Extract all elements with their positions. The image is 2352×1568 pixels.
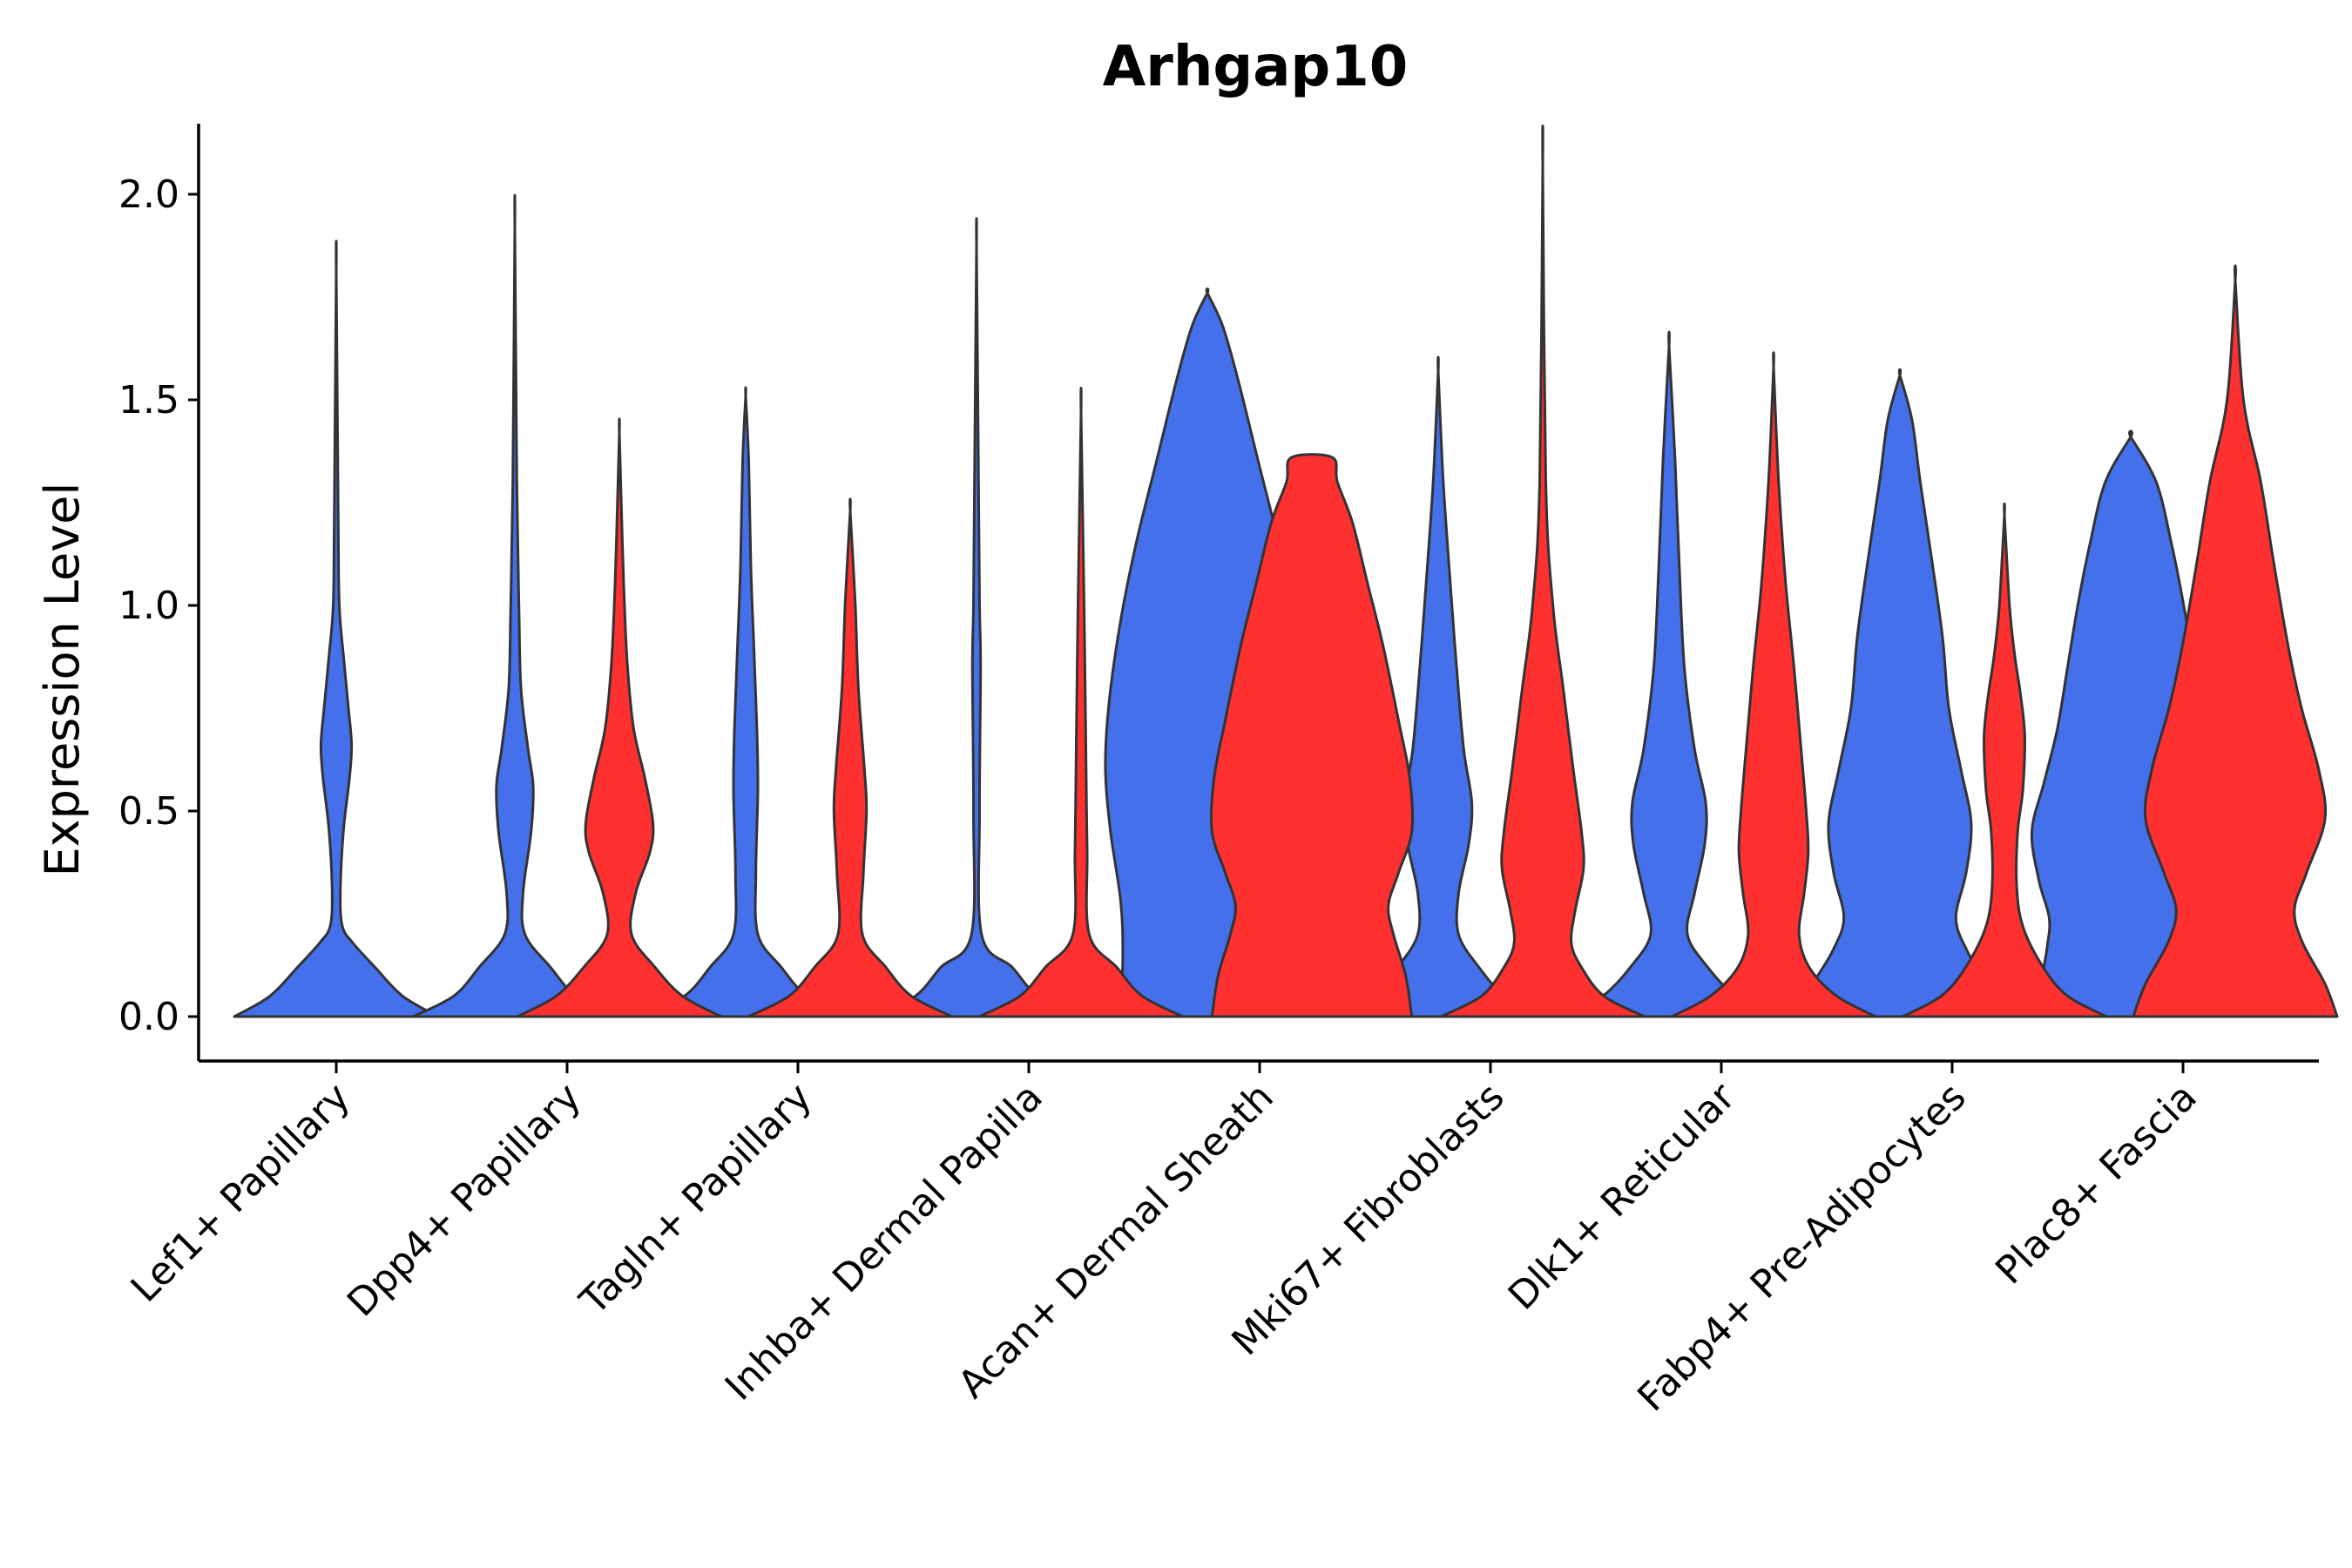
- y-tick-label: 1.0: [118, 584, 179, 628]
- violin-group1-5: [1335, 355, 1542, 1018]
- x-tick-label: Tagln+ Papillary: [571, 1075, 821, 1324]
- violin-group1-6: [1565, 330, 1773, 1018]
- y-tick-label: 2.0: [118, 172, 179, 217]
- violin-group1-2: [642, 386, 849, 1018]
- x-tick-label: Dpp4+ Papillary: [339, 1075, 590, 1326]
- x-tick-label: Plac8+ Fascia: [1987, 1075, 2206, 1294]
- y-tick-label: 0.0: [118, 995, 179, 1039]
- y-tick-label: 0.5: [118, 789, 179, 834]
- violin-group2-2: [747, 497, 954, 1018]
- violin-series: [233, 125, 2339, 1018]
- violin-group2-7: [1901, 502, 2108, 1018]
- violin-group2-3: [977, 387, 1185, 1018]
- violin-group2-4: [1209, 453, 1415, 1018]
- violin-group1-7: [1798, 368, 2002, 1018]
- x-tick-label: Lef1+ Papillary: [123, 1075, 359, 1311]
- chart-title: Arhgap10: [1103, 35, 1409, 99]
- y-axis-label: Expression Level: [35, 483, 90, 877]
- violin-group1-1: [411, 193, 618, 1018]
- y-tick-label: 1.5: [118, 378, 179, 422]
- y-ticks: 0.0 0.5 1.0 1.5 2.0: [118, 172, 199, 1039]
- violin-group2-8: [2132, 264, 2339, 1018]
- violin-group2-1: [516, 417, 723, 1018]
- violin-group2-6: [1670, 351, 1877, 1018]
- x-tick-label: Dlk1+ Reticular: [1500, 1074, 1745, 1319]
- violin-group1-3: [873, 217, 1080, 1018]
- violin-group1-0: [233, 240, 440, 1018]
- violin-group2-5: [1439, 125, 1646, 1018]
